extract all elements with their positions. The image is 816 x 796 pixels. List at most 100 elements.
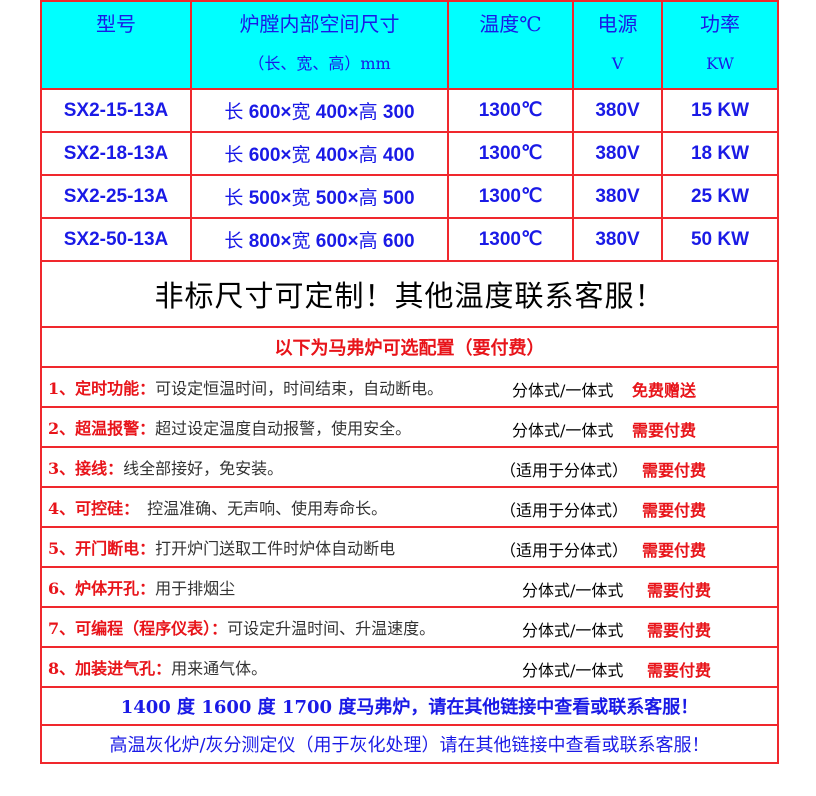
option-fee: 需要付费 bbox=[642, 461, 707, 480]
dims-cell: 长 600×宽 400×高 400 bbox=[190, 131, 449, 176]
length-label: 长 bbox=[224, 101, 244, 123]
length-label: 长 bbox=[224, 144, 244, 166]
temp-cell: 1300℃ bbox=[447, 88, 574, 133]
option-row: 8、加装进气孔：用来通气体。 分体式/一体式 需要付费 bbox=[40, 646, 779, 688]
header-power-source-unit: V bbox=[611, 54, 624, 73]
power-cell: 25 KW bbox=[661, 174, 779, 219]
option-desc: 可设定升温时间、升温速度。 bbox=[227, 619, 436, 638]
width-value: 400× bbox=[315, 145, 359, 166]
option-label: 6、炉体开孔： bbox=[48, 579, 156, 598]
option-desc: 可设定恒温时间，时间结束，自动断电。 bbox=[155, 379, 444, 398]
option-desc: 控温准确、无声响、使用寿命长。 bbox=[131, 499, 388, 518]
header-power-source-label: 电源 bbox=[597, 12, 638, 36]
footer1-row: 1400 度 1600 度 1700 度马弗炉，请在其他链接中查看或联系客服！ bbox=[40, 686, 779, 726]
voltage-cell: 380V bbox=[572, 217, 663, 262]
header-temp-label: 温度℃ bbox=[479, 12, 542, 36]
footer2-row: 高温灰化炉/灰分测定仪（用于灰化处理）请在其他链接中查看或联系客服！ bbox=[40, 724, 779, 764]
option-scope: 分体式/一体式 bbox=[512, 381, 614, 400]
header-temp: 温度℃ bbox=[447, 0, 574, 90]
height-label: 高 bbox=[358, 230, 378, 252]
height-value: 500 bbox=[382, 188, 415, 209]
header-model-label: 型号 bbox=[96, 12, 136, 36]
option-cell: 1、定时功能：可设定恒温时间，时间结束，自动断电。 分体式/一体式 免费赠送 bbox=[40, 366, 779, 408]
option-cell: 8、加装进气孔：用来通气体。 分体式/一体式 需要付费 bbox=[40, 646, 779, 688]
option-cell: 6、炉体开孔：用于排烟尘 分体式/一体式 需要付费 bbox=[40, 566, 779, 608]
option-desc: 用于排烟尘 bbox=[155, 579, 236, 598]
option-desc: 超过设定温度自动报警，使用安全。 bbox=[155, 419, 412, 438]
option-desc: 打开炉门送取工件时炉体自动断电 bbox=[155, 539, 396, 558]
option-label: 1、定时功能： bbox=[48, 379, 156, 398]
option-row: 5、开门断电：打开炉门送取工件时炉体自动断电 （适用于分体式） 需要付费 bbox=[40, 526, 779, 568]
custom-note: 非标尺寸可定制！其他温度联系客服！ bbox=[40, 260, 779, 328]
option-scope: 分体式/一体式 bbox=[522, 661, 624, 680]
model-cell: SX2-18-13A bbox=[40, 131, 192, 176]
footer-note-1: 1400 度 1600 度 1700 度马弗炉，请在其他链接中查看或联系客服！ bbox=[40, 686, 779, 726]
dims-cell: 长 600×宽 400×高 300 bbox=[190, 88, 449, 133]
option-fee: 需要付费 bbox=[647, 581, 712, 600]
option-row: 1、定时功能：可设定恒温时间，时间结束，自动断电。 分体式/一体式 免费赠送 bbox=[40, 366, 779, 408]
option-cell: 7、可编程（程序仪表）：可设定升温时间、升温速度。 分体式/一体式 需要付费 bbox=[40, 606, 779, 648]
width-label: 宽 bbox=[291, 230, 311, 252]
temp-cell: 1300℃ bbox=[447, 217, 574, 262]
model-cell: SX2-15-13A bbox=[40, 88, 192, 133]
model-cell: SX2-25-13A bbox=[40, 174, 192, 219]
header-row: 型号 炉膛内部空间尺寸 （长、宽、高）mm 温度℃ 电源 V 功率 KW bbox=[40, 0, 779, 90]
option-desc: 用来通气体。 bbox=[171, 659, 268, 678]
height-label: 高 bbox=[358, 187, 378, 209]
header-power-label: 功率 bbox=[700, 12, 740, 36]
dims-cell: 长 500×宽 500×高 500 bbox=[190, 174, 449, 219]
width-label: 宽 bbox=[291, 144, 311, 166]
voltage-cell: 380V bbox=[572, 174, 663, 219]
power-cell: 18 KW bbox=[661, 131, 779, 176]
length-label: 长 bbox=[224, 187, 244, 209]
option-fee: 需要付费 bbox=[642, 501, 707, 520]
option-scope: 分体式/一体式 bbox=[522, 621, 624, 640]
length-value: 600× bbox=[248, 145, 292, 166]
header-model: 型号 bbox=[40, 0, 192, 90]
table-row: SX2-50-13A 长 800×宽 600×高 600 1300℃ 380V … bbox=[40, 217, 779, 262]
option-desc: 线全部接好，免安装。 bbox=[123, 459, 284, 478]
option-scope: 分体式/一体式 bbox=[522, 581, 624, 600]
option-scope: （适用于分体式） bbox=[500, 461, 629, 480]
header-power: 功率 KW bbox=[661, 0, 779, 90]
width-value: 400× bbox=[315, 102, 359, 123]
option-label: 2、超温报警： bbox=[48, 419, 156, 438]
length-value: 500× bbox=[248, 188, 292, 209]
option-label: 5、开门断电： bbox=[48, 539, 156, 558]
header-dims-label: 炉膛内部空间尺寸 bbox=[239, 12, 400, 36]
option-row: 7、可编程（程序仪表）：可设定升温时间、升温速度。 分体式/一体式 需要付费 bbox=[40, 606, 779, 648]
table-row: SX2-18-13A 长 600×宽 400×高 400 1300℃ 380V … bbox=[40, 131, 779, 176]
header-power-unit: KW bbox=[706, 54, 734, 73]
options-title-row: 以下为马弗炉可选配置（要付费） bbox=[40, 326, 779, 368]
height-value: 400 bbox=[382, 145, 415, 166]
custom-note-row: 非标尺寸可定制！其他温度联系客服！ bbox=[40, 260, 779, 328]
option-fee: 需要付费 bbox=[647, 621, 712, 640]
power-cell: 50 KW bbox=[661, 217, 779, 262]
width-value: 500× bbox=[315, 188, 359, 209]
header-dims: 炉膛内部空间尺寸 （长、宽、高）mm bbox=[190, 0, 449, 90]
temp-cell: 1300℃ bbox=[447, 131, 574, 176]
option-fee: 需要付费 bbox=[642, 541, 707, 560]
dims-cell: 长 800×宽 600×高 600 bbox=[190, 217, 449, 262]
option-cell: 3、接线：线全部接好，免安装。 （适用于分体式） 需要付费 bbox=[40, 446, 779, 488]
voltage-cell: 380V bbox=[572, 88, 663, 133]
voltage-cell: 380V bbox=[572, 131, 663, 176]
spec-table: 型号 炉膛内部空间尺寸 （长、宽、高）mm 温度℃ 电源 V 功率 KW SX2-15… bbox=[40, 0, 779, 764]
option-scope: （适用于分体式） bbox=[500, 541, 629, 560]
option-label: 8、加装进气孔： bbox=[48, 659, 172, 678]
width-label: 宽 bbox=[291, 101, 311, 123]
option-row: 3、接线：线全部接好，免安装。 （适用于分体式） 需要付费 bbox=[40, 446, 779, 488]
option-row: 4、可控硅： 控温准确、无声响、使用寿命长。 （适用于分体式） 需要付费 bbox=[40, 486, 779, 528]
height-value: 600 bbox=[382, 231, 415, 252]
option-cell: 2、超温报警：超过设定温度自动报警，使用安全。 分体式/一体式 需要付费 bbox=[40, 406, 779, 448]
temp-cell: 1300℃ bbox=[447, 174, 574, 219]
option-label: 4、可控硅： bbox=[48, 499, 132, 518]
header-power-source: 电源 V bbox=[572, 0, 663, 90]
option-row: 6、炉体开孔：用于排烟尘 分体式/一体式 需要付费 bbox=[40, 566, 779, 608]
table-row: SX2-15-13A 长 600×宽 400×高 300 1300℃ 380V … bbox=[40, 88, 779, 133]
width-value: 600× bbox=[315, 231, 359, 252]
length-label: 长 bbox=[224, 230, 244, 252]
height-value: 300 bbox=[382, 102, 415, 123]
options-title: 以下为马弗炉可选配置（要付费） bbox=[40, 326, 779, 368]
table-row: SX2-25-13A 长 500×宽 500×高 500 1300℃ 380V … bbox=[40, 174, 779, 219]
